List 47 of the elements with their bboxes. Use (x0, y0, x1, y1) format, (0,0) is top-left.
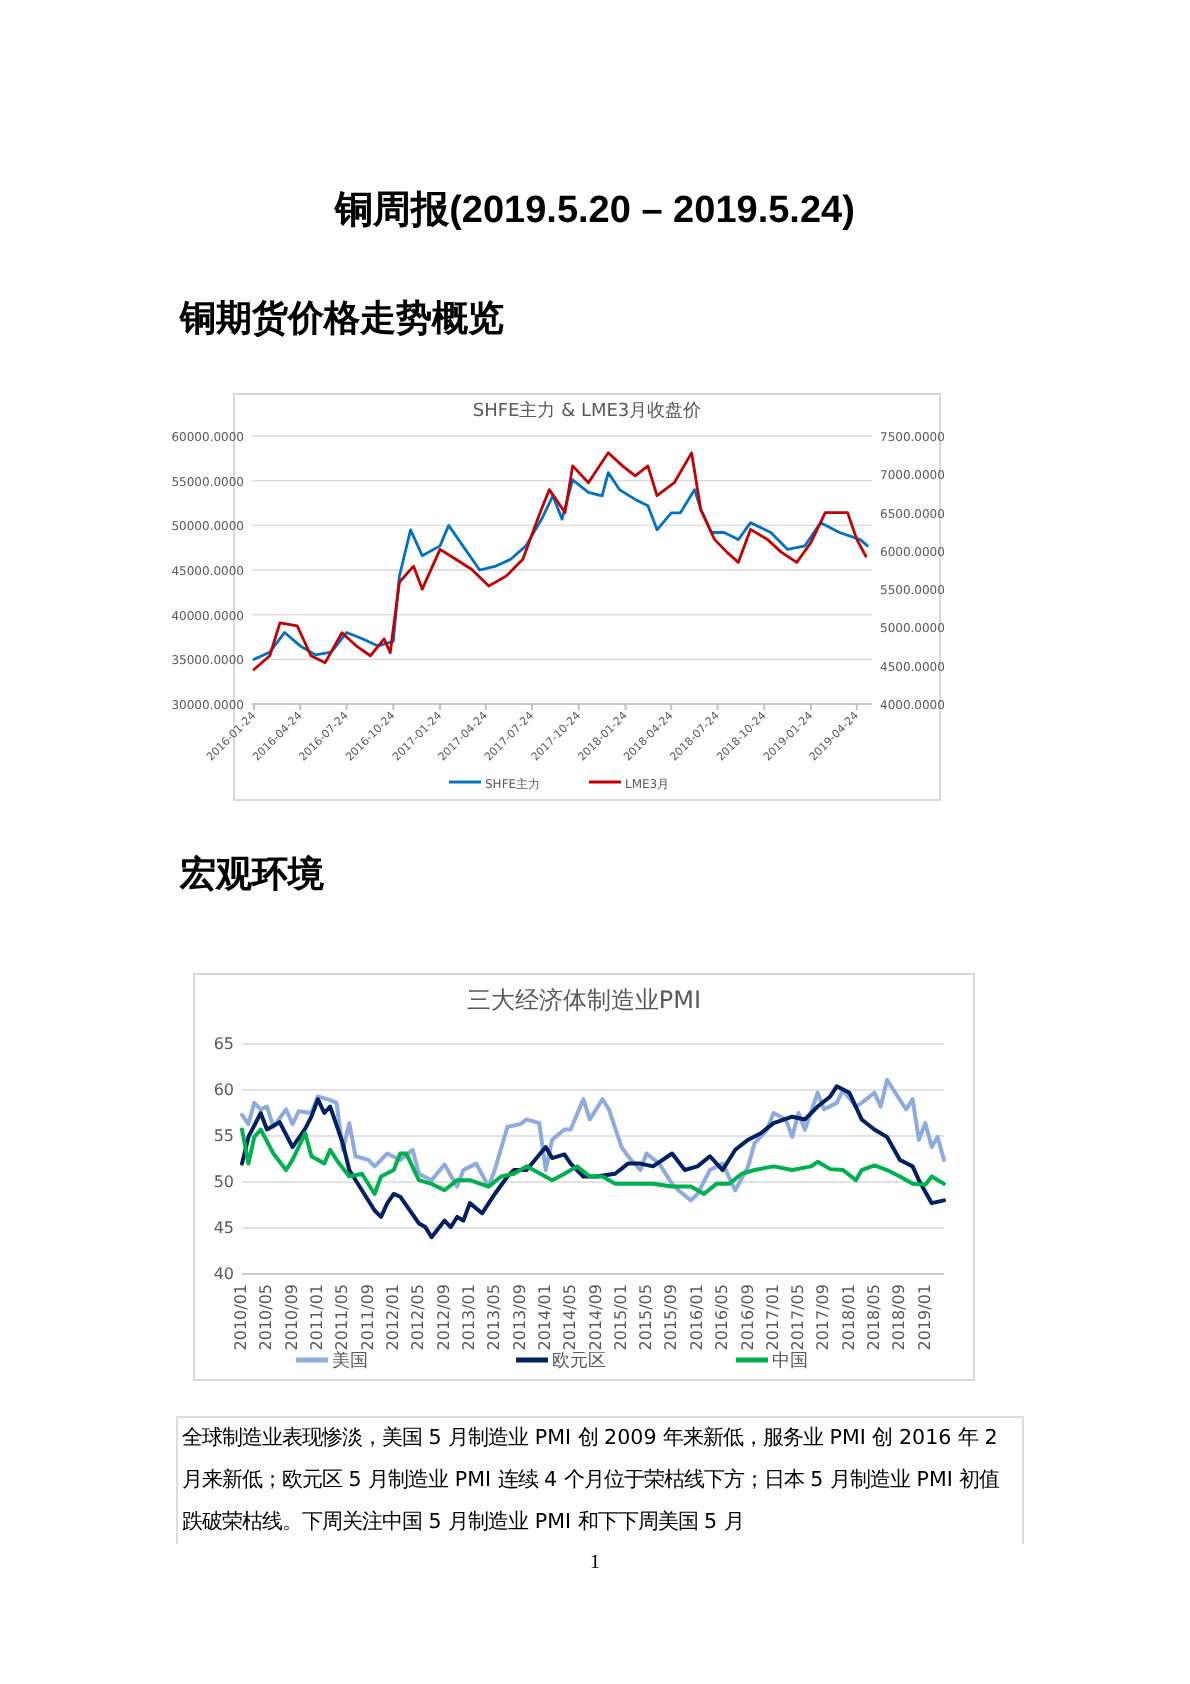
x-tick-label: 2010/05 (257, 1284, 276, 1351)
x-tick-label: 2011/01 (308, 1284, 327, 1351)
x-tick-label: 2012/09 (434, 1284, 453, 1351)
x-tick-label: 2017/01 (763, 1284, 782, 1351)
x-tick-label: 2018/01 (839, 1284, 858, 1351)
x-tick-label: 2016/09 (738, 1284, 757, 1351)
x-tick-label: 2016/05 (712, 1284, 731, 1351)
x-tick-label: 2012/01 (384, 1284, 403, 1351)
x-tick-label: 2017/09 (814, 1284, 833, 1351)
x-tick-label: 2014/09 (586, 1284, 605, 1351)
x-tick-label: 2010/09 (282, 1284, 301, 1351)
x-tick-label: 2015/09 (662, 1284, 681, 1351)
x-tick-label: 2011/05 (333, 1284, 352, 1351)
text: 全球制造业表现惨淡，美国 5 月制造业 PMI 创 2009 年来新低，服务业 PMI 创 2016 年 2 月来新低；欧元区 5 月制造业 PMI 连续 4 个月位于荣枯线下方；日本 5 月制造业 PMI 初值跌破荣枯线。下周关注中国 5 月制造业 PMI 和下下周美国 5 月 (176, 1416, 1024, 1544)
x-tick-label: 2019/01 (915, 1284, 934, 1351)
x-tick-label: 2010/01 (232, 1284, 251, 1351)
y-tick-label: 60 (213, 1081, 234, 1099)
x-tick-label: 2013/05 (485, 1284, 504, 1351)
legend-label: 欧元区 (552, 1350, 606, 1372)
chart-title: 三大经济体制造业PMI (466, 986, 702, 1014)
line-series (240, 1127, 946, 1196)
chart-title: SHFE主力 & LME3月收盘价 (472, 400, 702, 422)
text: 铜周报(2019.5.20 – 2019.5.24) (332, 188, 857, 236)
y-tick-label: 65 (213, 1035, 234, 1053)
y-tick-label: 45 (213, 1219, 234, 1237)
text: 宏观环境 (180, 852, 324, 898)
x-tick-label: 2018/09 (890, 1284, 909, 1351)
x-tick-label: 2014/01 (536, 1284, 555, 1351)
x-tick-label: 2013/01 (460, 1284, 479, 1351)
x-tick-label: 2016/01 (687, 1284, 706, 1351)
line-series (240, 1077, 946, 1203)
y-tick-label: 50 (213, 1173, 234, 1191)
y-tick-label: 55 (213, 1127, 234, 1145)
text: 铜期货价格走势概览 (180, 296, 504, 342)
x-tick-label: 2015/05 (636, 1284, 655, 1351)
x-tick-label: 2018/05 (864, 1284, 883, 1351)
x-tick-label: 2013/09 (510, 1284, 529, 1351)
legend-label: 中国 (772, 1350, 808, 1372)
x-tick-label: 2015/01 (611, 1284, 630, 1351)
legend-label: 美国 (332, 1350, 368, 1372)
x-tick-label: 2017/05 (788, 1284, 807, 1351)
y-tick-label: 40 (213, 1265, 234, 1283)
x-tick-label: 2014/05 (561, 1284, 580, 1351)
line-series (240, 1084, 946, 1240)
text: 1 (588, 1552, 602, 1574)
x-tick-label: 2012/05 (409, 1284, 428, 1351)
x-tick-label: 2011/09 (358, 1284, 377, 1351)
